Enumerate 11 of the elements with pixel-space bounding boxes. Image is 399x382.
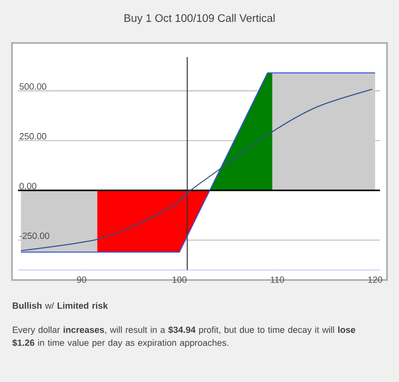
x-tick-label: 120 <box>368 276 382 283</box>
chart-title: Buy 1 Oct 100/109 Call Vertical <box>124 14 275 24</box>
text: Bullish w/ Limited risk <box>12 302 108 309</box>
y-tick-label: 250.00 <box>20 133 46 140</box>
x-tick-label: 110 <box>270 276 284 283</box>
y-tick-label: 0.00 <box>20 182 36 190</box>
x-tick-label: 90 <box>77 276 86 283</box>
text: Every dollar increases, will result in a $34.94 profit, but due to time decay it will lose $1.26 in time value per day as expiration approaches. <box>12 326 356 348</box>
y-tick-label: -250.00 <box>20 232 50 239</box>
x-tick-label: 100 <box>172 276 187 283</box>
y-tick-label: 500.00 <box>20 83 46 90</box>
